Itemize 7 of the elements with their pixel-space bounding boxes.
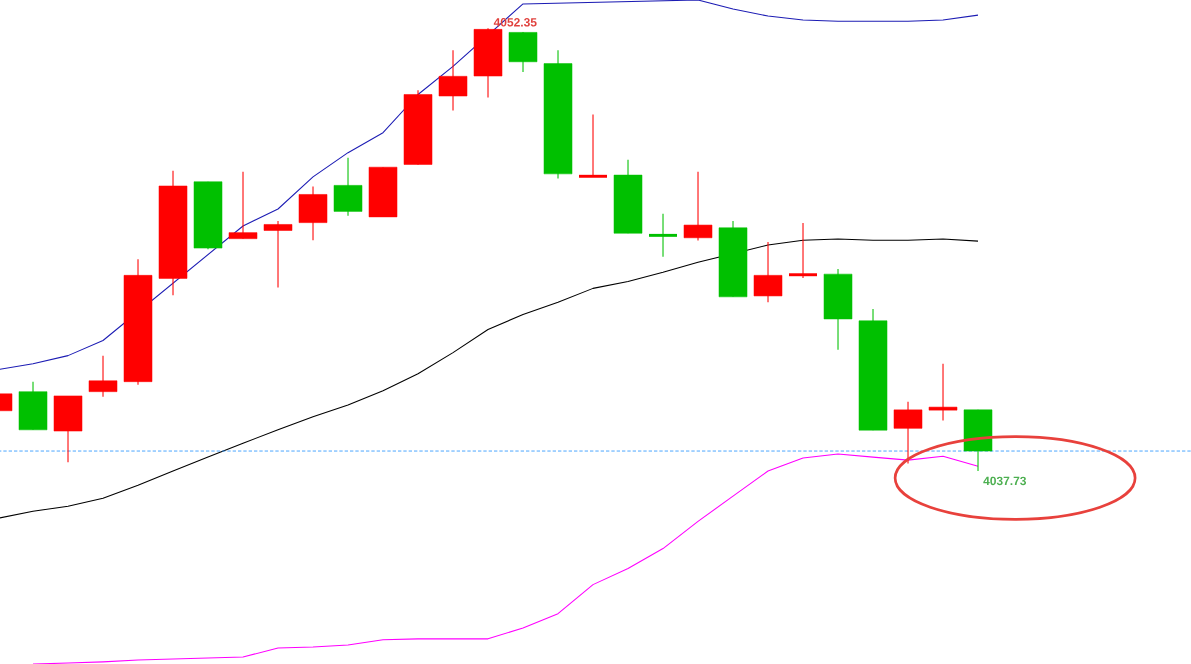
candlestick <box>228 171 258 240</box>
text: 4037.73 <box>983 476 1027 486</box>
candlestick <box>263 220 293 288</box>
candlestick <box>787 222 819 279</box>
candlestick <box>928 363 958 421</box>
candlestick <box>577 113 609 178</box>
candlestick <box>647 213 679 258</box>
